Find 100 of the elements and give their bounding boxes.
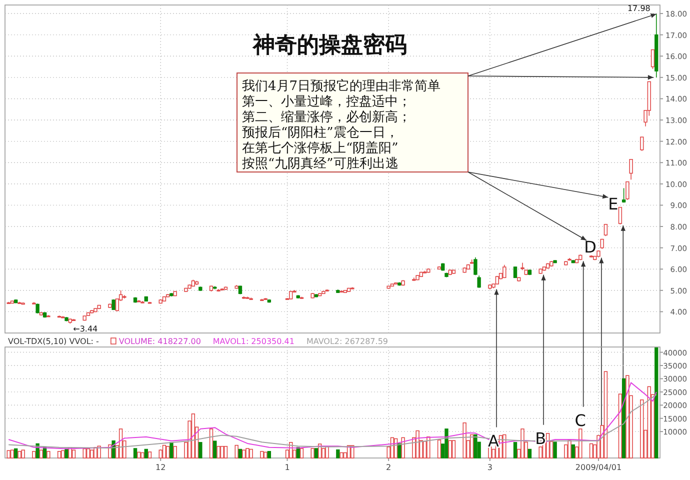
candlestick (626, 181, 630, 200)
bar (314, 448, 318, 458)
bar (310, 448, 314, 458)
bar (437, 440, 442, 458)
annotation: 按照“九阴真经”可胜利出逃 (242, 156, 398, 172)
bar (198, 442, 202, 458)
annotation: 我们4月7日预报它的理由非常简单 (242, 78, 441, 94)
bar (166, 446, 170, 458)
bar (14, 448, 18, 458)
line-series (8, 382, 657, 450)
text: MAVOL1: 250350.41 (212, 337, 294, 346)
text: 神奇的操盘密码 (252, 32, 407, 58)
bar (416, 430, 420, 458)
annotation: 预报后“阴阳柱”震仓一日， (242, 126, 398, 140)
x-tick-label: 1 (284, 463, 290, 472)
bar (325, 446, 329, 458)
bar (224, 446, 228, 458)
bar (452, 440, 456, 458)
bar (39, 450, 44, 458)
bar (462, 422, 466, 458)
bar (57, 450, 62, 458)
bar (249, 448, 253, 458)
bar (140, 452, 144, 458)
bar (21, 450, 25, 458)
bar (260, 450, 264, 458)
candlestick (474, 256, 478, 276)
bar (520, 428, 524, 458)
bar (654, 347, 658, 458)
annotation: 第一、小量过峰，控盘适中； (242, 94, 411, 110)
bar (528, 448, 532, 458)
bar (173, 446, 177, 458)
bar (72, 450, 76, 458)
bar (553, 442, 557, 458)
annotation: ←3.44 (73, 324, 98, 334)
x-tick-label: 2009/04/01 (575, 463, 622, 472)
bar (82, 448, 86, 458)
bar (564, 444, 568, 458)
bar (6, 450, 10, 458)
bar (571, 444, 575, 458)
bar (618, 394, 622, 458)
bar (242, 450, 246, 458)
bar (422, 440, 427, 458)
annotation: 第二、缩量涨停，必创新高； (242, 109, 411, 125)
bar (474, 434, 478, 458)
bar (568, 440, 572, 458)
bar (46, 450, 50, 458)
bar (61, 450, 65, 458)
text: MAVOL2: 267287.59 (306, 337, 388, 346)
candlestick (36, 303, 40, 314)
candlestick (502, 264, 506, 278)
bar (216, 446, 220, 458)
bar (336, 449, 340, 458)
bar (444, 428, 448, 458)
x-tick-label: 2 (386, 463, 392, 472)
candlestick (618, 206, 622, 225)
bar (622, 378, 626, 458)
bar (162, 444, 166, 458)
bar (267, 450, 272, 458)
candlestick (650, 49, 655, 70)
bar (32, 450, 36, 458)
x-tick-label: 3 (487, 463, 492, 472)
annotation: C (574, 410, 586, 430)
bar (640, 399, 644, 458)
annotation: 17.98 (627, 4, 650, 13)
bar (213, 440, 217, 458)
bar (137, 452, 141, 458)
annotation: D (584, 237, 596, 256)
bar (604, 371, 608, 458)
candlestick (640, 136, 644, 152)
bar (90, 450, 94, 458)
annotation: 在第七个涨停板上“阴盖阳” (242, 140, 398, 156)
bar (133, 448, 138, 458)
bar (626, 375, 630, 458)
bar (238, 448, 242, 458)
bar (589, 443, 594, 458)
bar (64, 448, 68, 458)
candlestick (477, 275, 481, 288)
line-series (8, 394, 657, 448)
bar (234, 444, 238, 458)
bar (170, 442, 174, 458)
bar (513, 442, 518, 458)
bar (401, 437, 405, 458)
bar (209, 428, 214, 458)
candlestick (622, 188, 626, 204)
bar (264, 452, 268, 458)
candlestick (629, 159, 633, 180)
bar (191, 413, 196, 458)
candlestick (604, 224, 608, 236)
bar (538, 446, 542, 458)
bar (148, 452, 152, 458)
candlestick (520, 262, 524, 271)
bar (300, 448, 304, 458)
annotation: E (608, 194, 618, 214)
bar (144, 448, 148, 458)
bar (10, 450, 14, 458)
bar (18, 450, 22, 458)
bar (220, 446, 224, 458)
x-tick-label: 12 (156, 463, 166, 472)
bar (246, 448, 250, 458)
chart-title: VOL-TDX(5,10) VVOL: - (8, 337, 100, 346)
